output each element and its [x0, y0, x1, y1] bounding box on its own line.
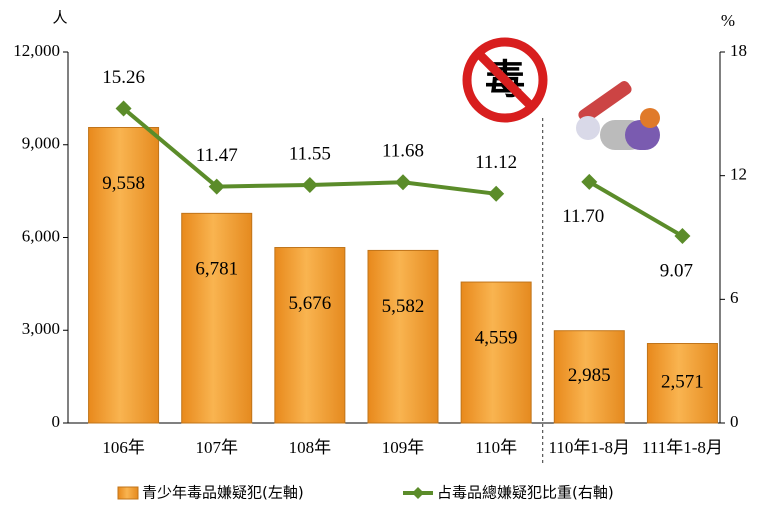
y2-tick-label: 6: [730, 288, 739, 307]
y-unit: 人: [52, 9, 67, 27]
y-tick-label: 3,000: [22, 319, 60, 338]
no-drug-icon: 毒: [462, 37, 548, 123]
x-tick-label: 110年1-8月: [549, 438, 631, 457]
bar: [88, 126, 160, 424]
bar-value-label: 6,781: [195, 259, 238, 280]
y2-tick-label: 12: [730, 165, 747, 184]
bar: [460, 281, 532, 424]
bar-value-label: 9,558: [102, 173, 145, 194]
line-marker: [208, 178, 225, 195]
y-tick-label: 0: [52, 412, 61, 431]
line-value-label: 11.68: [382, 141, 424, 162]
bar-value-label: 2,985: [568, 365, 611, 386]
x-tick-label: 111年1-8月: [642, 438, 723, 457]
bar-value-label: 4,559: [475, 327, 518, 348]
x-tick-label: 108年: [289, 438, 332, 457]
legend-swatch: [117, 486, 139, 500]
legend-label: 青少年毒品嫌疑犯(左軸): [142, 484, 304, 502]
line-marker: [115, 100, 132, 117]
x-tick-label: 107年: [195, 438, 238, 457]
line-value-label: 11.47: [196, 145, 238, 166]
line-value-label: 11.55: [289, 143, 331, 164]
bar: [274, 247, 346, 424]
y2-tick-label: 18: [730, 41, 747, 60]
line-marker: [301, 176, 318, 193]
legend-marker: [412, 487, 424, 499]
bar: [367, 249, 439, 424]
bar-value-label: 5,582: [382, 296, 425, 317]
pills-icon: [576, 81, 660, 150]
x-tick-label: 106年: [102, 438, 145, 457]
bar: [553, 330, 625, 424]
bar: [181, 212, 253, 424]
y-tick-label: 6,000: [22, 226, 60, 245]
line-marker: [674, 228, 691, 245]
line-marker: [488, 185, 505, 202]
line-value-label: 9.07: [660, 260, 693, 281]
line-marker: [395, 174, 411, 191]
y2-tick-label: 0: [730, 412, 739, 431]
bar-value-label: 5,676: [288, 293, 331, 314]
y2-unit: %: [721, 11, 735, 30]
legend-label: 占毒品總嫌疑犯比重(右軸): [437, 484, 614, 502]
x-tick-label: 110年: [475, 438, 517, 457]
bar: [646, 343, 718, 424]
line-marker: [581, 173, 598, 190]
y-tick-label: 12,000: [13, 41, 60, 60]
line-value-label: 11.12: [475, 152, 517, 173]
line-value-label: 15.26: [102, 67, 145, 88]
y-tick-label: 9,000: [22, 134, 60, 153]
bar-value-label: 2,571: [661, 372, 704, 393]
line-value-label: 11.70: [562, 206, 604, 227]
x-tick-label: 109年: [382, 438, 425, 457]
